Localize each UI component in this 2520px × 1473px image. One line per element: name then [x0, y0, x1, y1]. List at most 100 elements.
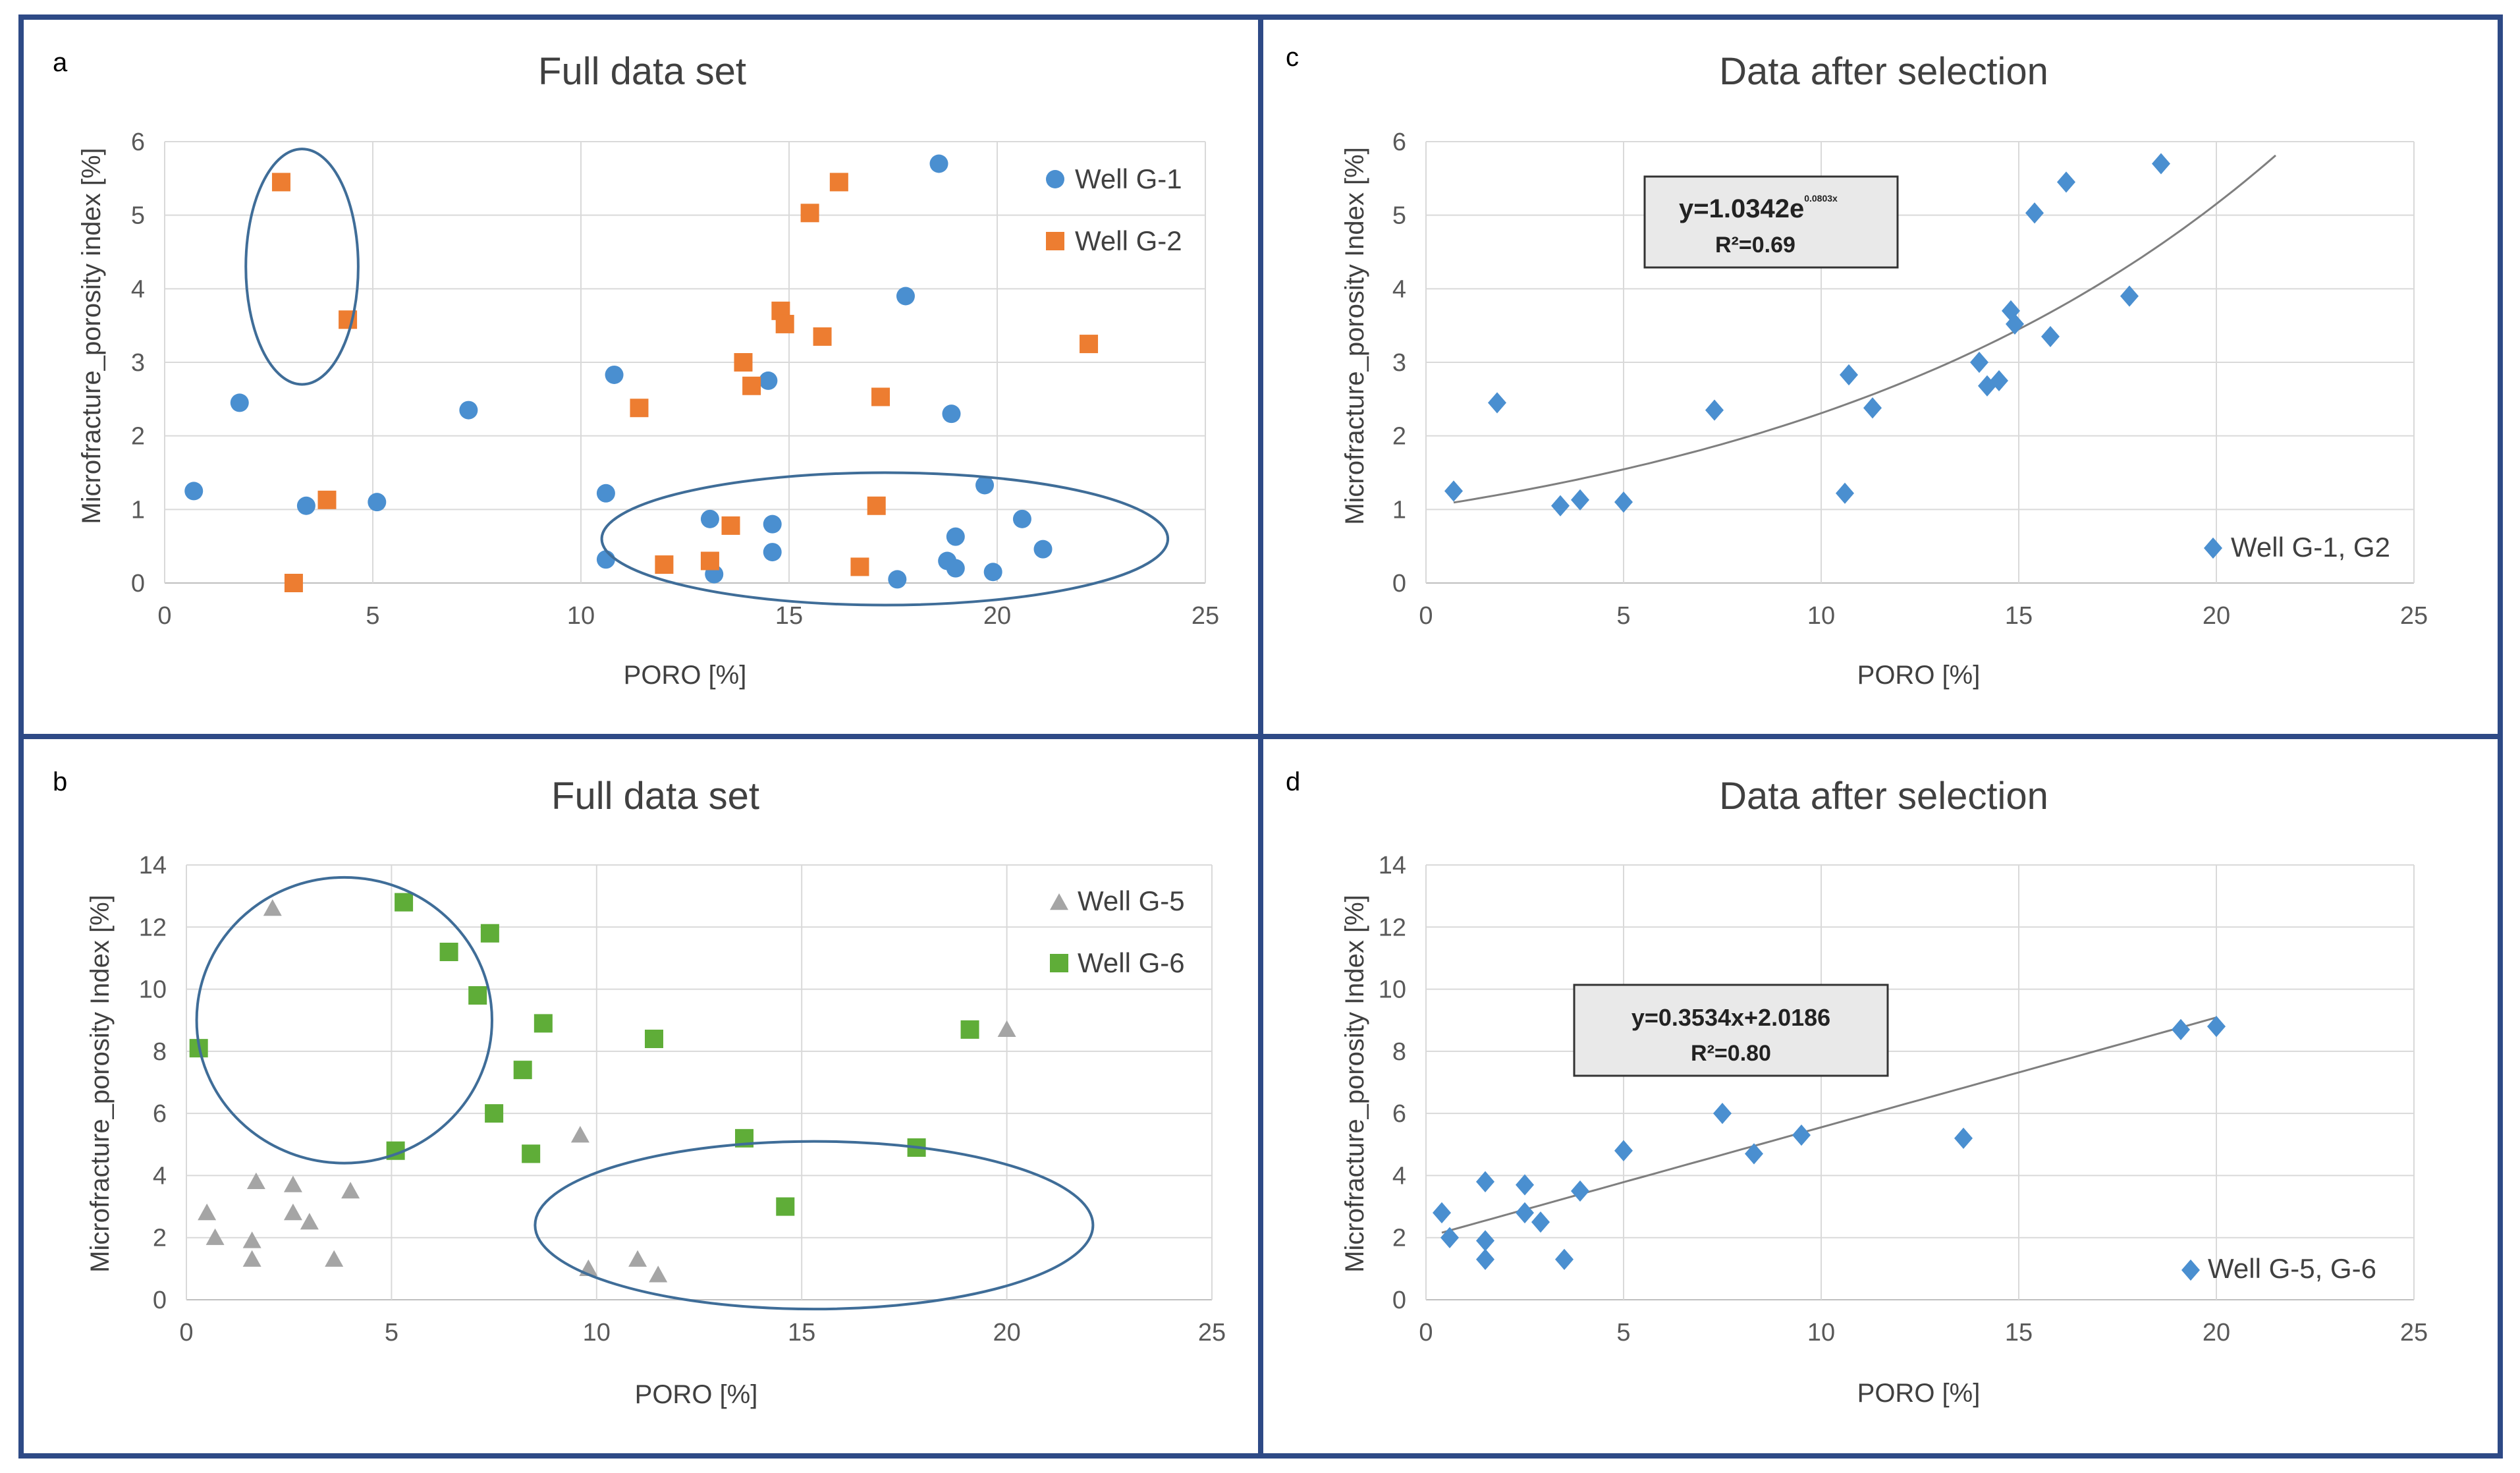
data-point — [300, 1213, 319, 1230]
highlight-ellipse — [600, 471, 1170, 607]
data-point — [734, 353, 753, 372]
data-point — [1990, 370, 2008, 392]
data-point — [468, 986, 487, 1005]
highlight-ellipse — [244, 148, 360, 386]
y-tick-label: 0 — [1392, 1287, 1406, 1314]
r-squared-text: R²=0.69 — [1715, 233, 1795, 258]
x-tick-label: 5 — [366, 602, 379, 630]
plot-area — [164, 141, 1206, 584]
data-point — [776, 1197, 795, 1216]
x-tick-label: 25 — [2400, 1319, 2428, 1347]
x-tick-label: 0 — [157, 602, 171, 630]
data-point — [997, 1020, 1016, 1038]
equation-text: y=1.0342e0.0803x — [1679, 193, 1838, 223]
panel-letter: a — [53, 48, 68, 77]
x-tick-label: 15 — [2005, 602, 2033, 630]
x-tick-label: 15 — [788, 1319, 815, 1347]
data-point — [2120, 285, 2139, 307]
data-point — [763, 543, 782, 562]
data-point — [1840, 364, 1858, 386]
data-point — [1863, 397, 1882, 419]
data-point — [2057, 171, 2075, 193]
data-point — [1571, 489, 1589, 511]
legend-marker — [1046, 170, 1064, 188]
y-tick-label: 5 — [1392, 202, 1406, 230]
data-point — [246, 1172, 265, 1190]
highlight-ellipse — [195, 875, 493, 1165]
data-point — [368, 493, 387, 512]
data-point — [230, 393, 249, 412]
x-tick-label: 25 — [1192, 602, 1219, 630]
data-point — [317, 490, 337, 509]
data-point — [198, 1204, 217, 1221]
data-point — [888, 570, 907, 589]
data-point — [700, 551, 719, 570]
x-tick-label: 20 — [2203, 602, 2230, 630]
data-point — [1551, 495, 1570, 516]
data-point — [1713, 1103, 1732, 1125]
equation-exponent: 0.0803x — [1804, 193, 1838, 204]
data-point — [596, 550, 615, 569]
highlight-ellipse — [534, 1140, 1095, 1311]
x-tick-label: 15 — [2005, 1319, 2033, 1347]
y-tick-label: 14 — [1379, 852, 1406, 879]
data-point — [1476, 1171, 1494, 1192]
panel-c — [1258, 14, 2503, 739]
x-axis-label: PORO [%] — [1857, 661, 1981, 690]
y-tick-label: 12 — [1379, 914, 1406, 941]
panel-letter: b — [53, 767, 67, 796]
chart-title: Data after selection — [1719, 775, 2048, 818]
data-point — [800, 204, 819, 223]
y-tick-label: 14 — [139, 852, 167, 879]
y-tick-label: 6 — [153, 1100, 167, 1128]
data-point — [522, 1144, 541, 1163]
chart-d: d Data after selection PORO [%] Microfra… — [1286, 767, 2428, 1408]
y-axis-label: Microfracture_porosity Index [%] — [1340, 895, 1369, 1273]
data-point — [242, 1250, 261, 1267]
plot-area — [1425, 864, 2415, 1300]
x-tick-label: 5 — [385, 1319, 398, 1347]
y-tick-label: 0 — [153, 1287, 167, 1314]
data-point — [242, 1231, 261, 1248]
y-tick-label: 6 — [1392, 1100, 1406, 1128]
data-point — [829, 173, 848, 192]
data-point — [1531, 1211, 1550, 1233]
data-point — [946, 559, 965, 578]
x-tick-label: 0 — [1419, 1319, 1433, 1347]
data-point — [1954, 1127, 1973, 1149]
chart-b: b Full data set PORO [%] Microfracture_p… — [53, 767, 1226, 1409]
data-point — [2172, 1018, 2190, 1040]
data-point — [2152, 153, 2170, 175]
data-point — [296, 496, 315, 515]
data-point — [630, 399, 649, 418]
data-point — [1012, 509, 1031, 528]
chart-title: Full data set — [551, 775, 759, 818]
data-point — [1705, 399, 1724, 421]
data-point — [628, 1250, 647, 1267]
y-tick-label: 5 — [131, 202, 145, 230]
y-tick-label: 4 — [1392, 275, 1406, 303]
trendline — [1453, 154, 2276, 504]
data-point — [983, 563, 1002, 582]
data-point — [439, 943, 458, 961]
legend-marker — [1050, 893, 1068, 910]
x-axis-label: PORO [%] — [624, 661, 747, 690]
data-point — [700, 509, 719, 528]
x-tick-label: 20 — [993, 1319, 1020, 1347]
data-point — [1555, 1248, 1574, 1270]
data-point — [1440, 1227, 1459, 1248]
data-point — [184, 482, 204, 501]
data-point — [1476, 1230, 1494, 1252]
x-tick-label: 10 — [567, 602, 595, 630]
data-point — [485, 1104, 504, 1123]
x-tick-label: 5 — [1616, 602, 1630, 630]
x-tick-label: 0 — [179, 1319, 193, 1347]
y-tick-label: 4 — [153, 1162, 167, 1190]
data-point — [871, 387, 890, 406]
data-point — [649, 1265, 668, 1283]
legend-marker — [1050, 954, 1068, 972]
data-point — [205, 1228, 225, 1245]
equation-base: y=1.0342e — [1679, 194, 1804, 223]
y-tick-label: 8 — [1392, 1038, 1406, 1066]
